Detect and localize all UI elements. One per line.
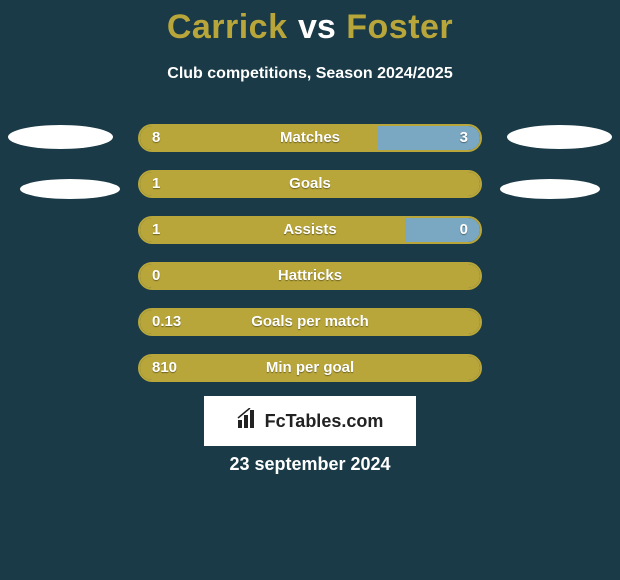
logo-text: FcTables.com [265, 411, 384, 432]
bar-label: Min per goal [140, 356, 480, 380]
bar-row: Hattricks0 [138, 262, 482, 290]
avatar-left-2 [20, 179, 120, 199]
bar-row: Goals per match0.13 [138, 308, 482, 336]
logo-box: FcTables.com [204, 396, 416, 446]
bar-value-left: 0 [152, 264, 160, 288]
bar-value-left: 1 [152, 172, 160, 196]
subtitle: Club competitions, Season 2024/2025 [0, 65, 620, 83]
bar-row: Goals1 [138, 170, 482, 198]
bar-label: Hattricks [140, 264, 480, 288]
date-line: 23 september 2024 [0, 454, 620, 475]
bar-value-left: 810 [152, 356, 177, 380]
bar-row: Matches8 3 [138, 124, 482, 152]
avatar-right-2 [500, 179, 600, 199]
avatar-left-1 [8, 125, 113, 149]
bar-label: Assists [140, 218, 480, 242]
chart-icon [237, 408, 259, 435]
bar-label: Matches [140, 126, 480, 150]
title-row: Carrick vs Foster [0, 0, 620, 47]
bar-label: Goals [140, 172, 480, 196]
bar-row: Assists1 0 [138, 216, 482, 244]
bar-value-right: 0 [460, 218, 468, 242]
player2-name: Foster [346, 8, 453, 46]
bar-value-left: 0.13 [152, 310, 181, 334]
vs-text: vs [298, 8, 336, 46]
avatar-right-1 [507, 125, 612, 149]
bar-value-left: 8 [152, 126, 160, 150]
bar-row: Min per goal810 [138, 354, 482, 382]
bar-label: Goals per match [140, 310, 480, 334]
player1-name: Carrick [167, 8, 288, 46]
bar-value-left: 1 [152, 218, 160, 242]
bar-value-right: 3 [460, 126, 468, 150]
bars-container: Matches83Goals1Assists10Hattricks0Goals … [138, 124, 482, 400]
